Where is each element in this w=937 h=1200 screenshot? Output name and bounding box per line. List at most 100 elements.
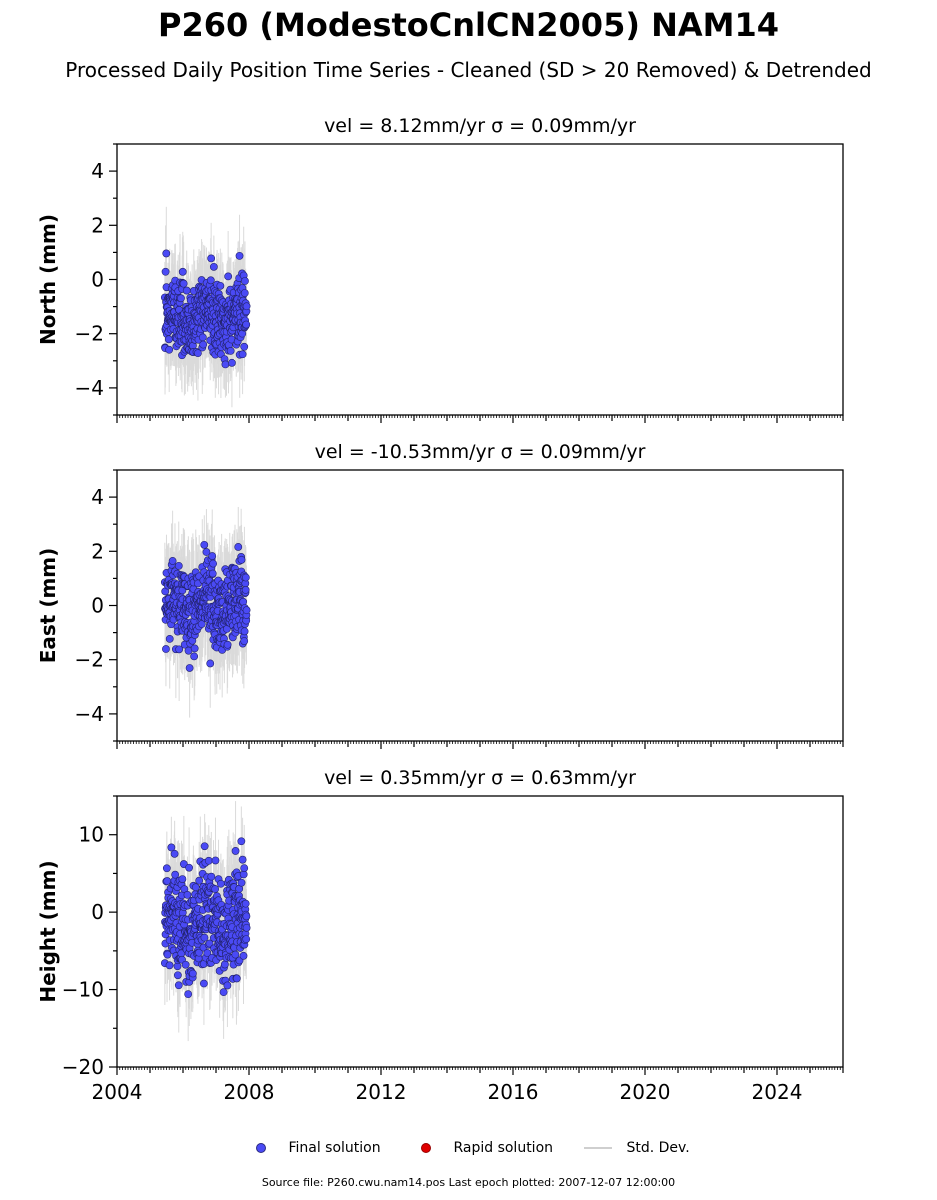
y-tick-label: −4 <box>75 702 104 726</box>
final-solution-point <box>232 974 241 983</box>
legend: Final solution Rapid solution Std. Dev. <box>0 1137 937 1159</box>
height-panel: vel = 0.35mm/yr σ = 0.63mm/yr Height (mm)… <box>36 767 844 1104</box>
final-solution-point <box>223 981 232 990</box>
east-panel: vel = -10.53mm/yr σ = 0.09mm/yr East (mm)… <box>36 441 844 749</box>
final-solution-point <box>216 281 225 290</box>
final-solution-point <box>241 573 250 582</box>
page-subtitle: Processed Daily Position Time Series - C… <box>65 58 872 82</box>
y-tick-label: 2 <box>91 539 104 563</box>
final-solution-point <box>165 634 174 643</box>
final-solution-point <box>241 277 249 285</box>
x-tick-label: 2004 <box>92 1080 143 1104</box>
rapid-solution-marker-icon <box>421 1143 431 1153</box>
final-solution-point <box>200 842 209 851</box>
final-solution-point <box>197 620 206 628</box>
final-solution-point <box>185 863 193 872</box>
final-solution-point <box>209 262 218 271</box>
final-solution-point <box>200 979 208 988</box>
final-solution-point <box>242 935 251 944</box>
final-solution-points <box>160 837 251 999</box>
final-solution-point <box>217 879 225 888</box>
final-solution-point <box>219 988 228 997</box>
x-tick-label: 2008 <box>224 1080 275 1104</box>
final-solution-point <box>241 586 250 594</box>
source-note: Source file: P260.cwu.nam14.pos Last epo… <box>261 1176 676 1189</box>
std-dev-line-icon <box>584 1147 612 1149</box>
y-tick-label: 0 <box>91 268 104 292</box>
final-solution-point <box>211 856 220 865</box>
y-axis-label: North (mm) <box>36 214 60 345</box>
final-solution-points <box>160 540 251 672</box>
final-solution-point <box>220 960 229 969</box>
final-solution-marker-icon <box>256 1143 266 1153</box>
data-layer <box>160 506 251 718</box>
legend-item-final: Final solution <box>256 1137 381 1159</box>
final-solution-point <box>209 559 218 568</box>
final-solution-point <box>177 294 185 303</box>
y-tick-label: 10 <box>79 823 104 847</box>
final-solution-point <box>237 555 246 564</box>
final-solution-point <box>185 664 194 672</box>
final-solution-point <box>199 340 208 349</box>
final-solution-point <box>194 349 202 358</box>
final-solution-point <box>226 346 235 355</box>
final-solution-point <box>208 552 217 560</box>
final-solution-point <box>200 933 209 942</box>
data-layer <box>160 206 251 408</box>
final-solution-point <box>240 627 249 636</box>
final-solution-point <box>178 267 187 276</box>
final-solution-point <box>162 645 170 653</box>
x-tick-label: 2020 <box>620 1080 671 1104</box>
y-tick-label: −20 <box>62 1055 104 1079</box>
final-solution-point <box>241 899 250 908</box>
page-title: P260 (ModestoCnlCN2005) NAM14 <box>157 6 780 44</box>
panel-title: vel = 8.12mm/yr σ = 0.09mm/yr <box>324 115 636 137</box>
y-tick-label: 4 <box>91 485 104 509</box>
final-solution-point <box>170 849 179 858</box>
final-solution-point <box>188 969 197 978</box>
legend-label-stddev: Std. Dev. <box>626 1140 690 1156</box>
final-solution-point <box>228 358 236 367</box>
final-solution-point <box>164 335 173 344</box>
final-solution-point <box>235 251 244 260</box>
final-solution-point <box>163 950 172 959</box>
final-solution-point <box>181 960 190 969</box>
final-solution-points <box>160 249 251 369</box>
final-solution-point <box>198 333 207 342</box>
final-solution-point <box>242 912 251 921</box>
y-tick-label: −2 <box>75 322 104 346</box>
final-solution-point <box>240 342 249 351</box>
final-solution-point <box>167 843 176 852</box>
final-solution-point <box>190 644 199 653</box>
final-solution-point <box>162 249 171 258</box>
final-solution-point <box>206 276 215 285</box>
final-solution-point <box>208 569 217 578</box>
final-solution-point <box>182 286 191 295</box>
final-solution-point <box>240 637 249 645</box>
final-solution-point <box>179 279 188 288</box>
y-tick-label: 0 <box>91 900 104 924</box>
final-solution-point <box>206 659 215 668</box>
legend-item-rapid: Rapid solution <box>421 1137 553 1159</box>
final-solution-point <box>238 855 247 864</box>
final-solution-point <box>175 645 184 654</box>
final-solution-point <box>240 864 249 872</box>
final-solution-point <box>242 606 251 615</box>
final-solution-point <box>237 878 246 887</box>
final-solution-point <box>200 540 209 549</box>
final-solution-point <box>161 267 170 276</box>
final-solution-point <box>195 876 204 885</box>
final-solution-point <box>240 289 249 297</box>
final-solution-point <box>190 652 199 661</box>
final-solution-point <box>191 883 200 892</box>
y-tick-label: 2 <box>91 213 104 237</box>
final-solution-point <box>242 320 251 329</box>
final-solution-point <box>237 837 246 846</box>
final-solution-point <box>168 557 177 565</box>
y-tick-label: 4 <box>91 159 104 183</box>
y-tick-label: −10 <box>62 978 104 1002</box>
final-solution-point <box>195 948 203 957</box>
final-solution-point <box>211 885 220 893</box>
final-solution-point <box>207 254 216 263</box>
